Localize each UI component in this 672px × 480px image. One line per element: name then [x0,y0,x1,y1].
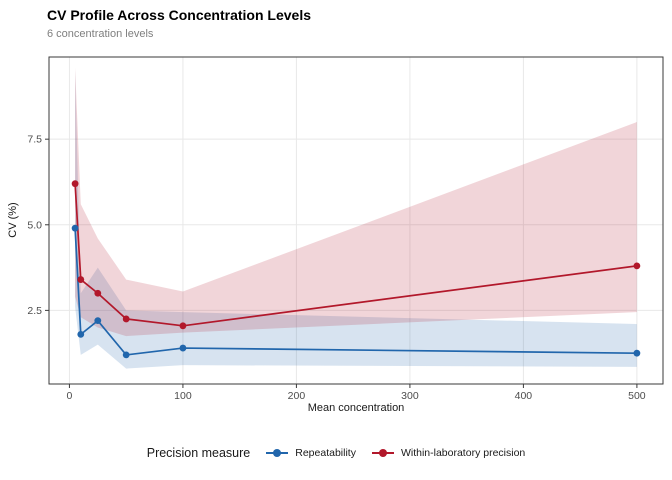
y-tick-label: 2.5 [27,305,42,317]
data-point [71,224,79,232]
legend-item-within-laboratory-precision: Within-laboratory precision [370,446,525,460]
data-point [71,180,79,188]
line-point-key-icon [371,449,394,457]
y-axis-label: CV (%) [7,202,19,238]
y-tick-label: 5.0 [27,219,42,231]
data-point [77,330,85,338]
legend-label-within-laboratory-precision: Within-laboratory precision [400,447,526,459]
data-point [633,262,641,270]
legend-label-repeatability: Repeatability [295,447,356,459]
ci-ribbon [75,67,637,337]
series-line [74,183,638,327]
ci-ribbon [75,70,637,369]
x-tick-label: 200 [288,390,306,402]
data-point [179,344,187,352]
data-point [77,276,85,283]
data-point [122,315,130,323]
line-point-key-icon [266,449,289,457]
y-tick-label: 7.5 [27,134,42,146]
legend: Precision measure Repeatability Within-l… [0,446,672,460]
data-point [179,322,187,330]
x-tick-label: 0 [67,390,73,402]
x-tick-label: 400 [515,390,533,402]
legend-item-repeatability: Repeatability [264,446,356,460]
data-point [94,289,102,297]
x-tick-label: 300 [401,390,419,402]
x-tick-label: 100 [174,390,192,402]
x-tick-label: 500 [628,390,646,402]
legend-title: Precision measure [146,446,251,460]
data-point [633,349,641,357]
series-line [74,228,637,356]
chart-subtitle: 6 concentration levels [47,28,154,40]
chart-title: CV Profile Across Concentration Levels [47,7,311,23]
data-point [122,351,130,359]
x-axis-label: Mean concentration [307,402,405,414]
panel-border [48,56,664,385]
data-point [94,317,102,325]
